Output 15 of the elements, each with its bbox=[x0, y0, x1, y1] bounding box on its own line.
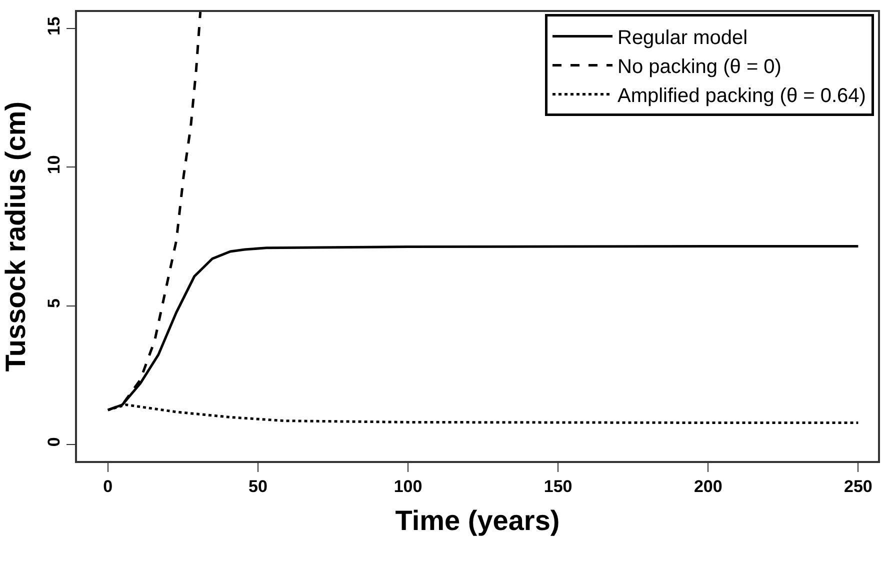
x-tick-label: 100 bbox=[394, 477, 422, 496]
legend-label: Regular model bbox=[617, 27, 748, 50]
x-axis-title: Time (years) bbox=[395, 504, 560, 536]
legend-label: Amplified packing (θ = 0.64) bbox=[617, 85, 866, 108]
y-tick-label: 0 bbox=[44, 437, 64, 447]
x-tick-label: 200 bbox=[694, 477, 722, 496]
legend-label: No packing (θ = 0) bbox=[617, 56, 782, 78]
x-tick-label: 50 bbox=[248, 477, 268, 496]
x-tick-label: 0 bbox=[103, 477, 113, 496]
x-tick-label: 250 bbox=[844, 477, 872, 496]
y-tick-label: 10 bbox=[44, 155, 64, 174]
y-axis-title: Tussock radius (cm) bbox=[0, 101, 31, 372]
x-tick-label: 150 bbox=[544, 477, 572, 496]
y-tick-label: 5 bbox=[44, 298, 64, 308]
y-tick-label: 15 bbox=[44, 16, 64, 36]
